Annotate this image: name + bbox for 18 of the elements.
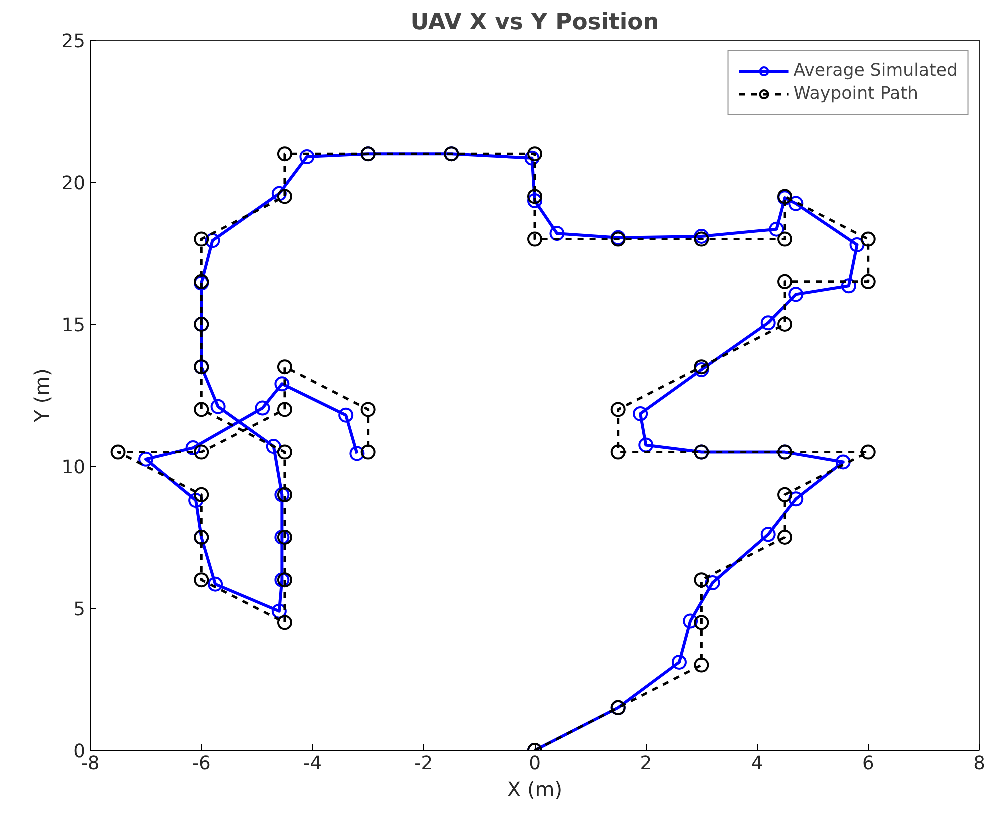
x-tick-label: -2 xyxy=(414,754,434,774)
y-tick-label: 5 xyxy=(74,600,86,620)
x-tick-label: -6 xyxy=(192,754,211,774)
y-tick-label: 25 xyxy=(62,32,86,52)
legend-label: Waypoint Path xyxy=(794,84,918,104)
y-tick-label: 10 xyxy=(62,458,86,478)
legend-label: Average Simulated xyxy=(794,61,958,81)
x-axis-title: X (m) xyxy=(507,778,563,802)
y-axis-title: Y (m) xyxy=(30,368,54,424)
x-tick-label: -4 xyxy=(303,754,322,774)
y-tick-label: 15 xyxy=(62,316,86,336)
x-tick-label: 0 xyxy=(529,754,541,774)
x-tick-label: 8 xyxy=(974,754,986,774)
y-tick-label: 20 xyxy=(62,174,86,194)
x-tick-label: 4 xyxy=(751,754,764,774)
x-tick-label: 2 xyxy=(640,754,652,774)
x-tick-label: 6 xyxy=(862,754,874,774)
chart-title: UAV X vs Y Position xyxy=(410,10,660,36)
